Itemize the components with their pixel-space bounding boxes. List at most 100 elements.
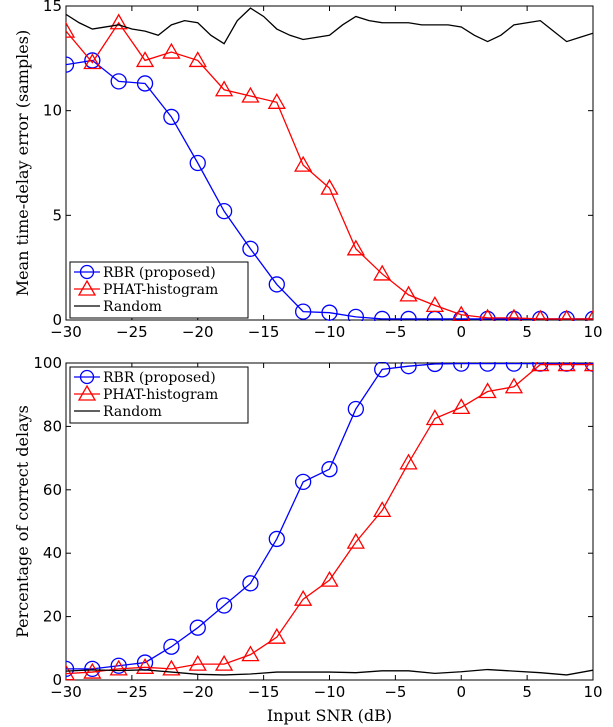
chart-panel-1: −30 −25 −20 −15 −10 −5 0 5 10 0 5 10 15 Mean time-del… (13, 0, 603, 341)
data-point (480, 308, 495, 321)
data-point (135, 658, 155, 674)
legend-label: RBR (proposed) (103, 265, 216, 281)
y-tick-label: 15 (43, 0, 62, 15)
y-tick-label: 0 (52, 311, 62, 329)
series-line (66, 21, 593, 320)
x-tick-label: −15 (248, 683, 280, 701)
data-point (373, 264, 392, 281)
data-point (347, 400, 365, 418)
legend-box (69, 366, 249, 424)
legend-marker (79, 264, 95, 280)
data-point (83, 662, 102, 679)
data-point (294, 473, 312, 491)
data-point (162, 659, 181, 676)
data-point (425, 409, 445, 426)
data-point (66, 56, 75, 73)
x-tick-label: −20 (182, 323, 214, 341)
data-point (505, 310, 523, 321)
series-rbr-proposed (66, 52, 593, 321)
data-point (557, 362, 576, 372)
data-point (400, 310, 417, 321)
data-point (400, 362, 417, 375)
data-point (583, 362, 593, 372)
data-point (506, 308, 522, 321)
data-point (84, 660, 101, 678)
x-tick-label: −30 (50, 683, 82, 701)
data-point (242, 240, 259, 257)
data-point (268, 276, 285, 293)
data-point (320, 178, 339, 195)
data-point (479, 310, 496, 321)
data-point (320, 570, 339, 587)
legend-entry: RBR (proposed) (74, 264, 216, 281)
x-axis-label: Input SNR (dB) (267, 706, 392, 725)
data-point (188, 654, 207, 671)
series-random (66, 668, 593, 676)
series-line (66, 363, 593, 675)
legend-label: Random (103, 404, 162, 420)
data-point (66, 660, 75, 678)
data-point (426, 362, 444, 373)
data-point (346, 239, 365, 256)
legend-marker (77, 384, 97, 401)
x-tick-label: −25 (116, 683, 148, 701)
data-point (109, 13, 128, 30)
y-tick-label: 0 (52, 671, 62, 689)
data-point (294, 589, 313, 606)
data-point (374, 362, 391, 378)
chart-panel-2: −30 −25 −20 −15 −10 −5 0 5 10020406080100Percent… (13, 354, 603, 725)
data-point (189, 154, 206, 172)
data-point (399, 453, 418, 470)
y-tick-label: 60 (43, 481, 62, 499)
x-tick-label: −15 (248, 323, 280, 341)
data-point (374, 310, 391, 321)
y-tick-label: 5 (52, 206, 62, 224)
y-axis-label: Percentage of correct delays (13, 405, 32, 638)
x-tick-label: 10 (583, 683, 602, 701)
x-tick-label: 10 (583, 323, 602, 341)
series-phat-histogram (66, 362, 593, 681)
data-point (504, 377, 524, 394)
data-point (267, 92, 286, 109)
legend-box (69, 261, 249, 319)
data-point (346, 532, 365, 549)
data-point (162, 42, 181, 59)
data-point (294, 155, 313, 172)
legend-entry: PHAT-histogram (74, 384, 218, 403)
data-point (215, 597, 233, 614)
data-point (294, 303, 312, 320)
legend-entry: PHAT-histogram (74, 279, 218, 298)
data-point (505, 362, 523, 372)
x-ticks: −30 −25 −20 −15 −10 −5 0 5 10 (50, 6, 603, 341)
data-point (110, 73, 127, 90)
data-point (452, 305, 471, 321)
data-point (188, 51, 207, 68)
data-point (136, 75, 154, 92)
series-line (66, 668, 593, 676)
data-point (399, 285, 418, 302)
data-point (66, 21, 76, 38)
data-point (109, 659, 128, 676)
data-point (479, 362, 496, 372)
data-point (321, 304, 338, 321)
x-tick-label: −5 (384, 683, 406, 701)
data-point (241, 645, 260, 662)
x-tick-label: 0 (456, 683, 466, 701)
y-ticks: 0 5 10 15 (43, 0, 593, 329)
series-phat-histogram (66, 13, 593, 321)
x-tick-label: 5 (522, 323, 532, 341)
legend-label: PHAT-histogram (103, 282, 218, 298)
data-point (242, 575, 259, 592)
data-point (214, 654, 234, 671)
y-axis-label: Mean time-delay error (samples) (13, 30, 32, 296)
data-point (110, 657, 127, 674)
x-tick-label: −20 (182, 683, 214, 701)
data-point (321, 461, 338, 478)
x-tick-label: 0 (456, 323, 466, 341)
legend-marker (77, 279, 97, 296)
x-tick-label: −25 (116, 323, 148, 341)
series-line (66, 7, 593, 45)
